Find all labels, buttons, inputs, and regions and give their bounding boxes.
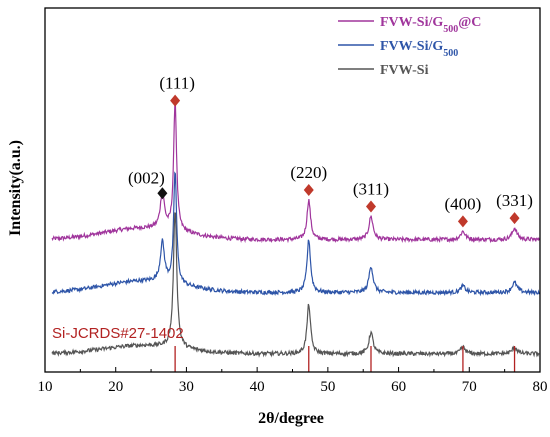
x-tick-label-7: 80 bbox=[533, 379, 548, 395]
peak-label-3: (311) bbox=[353, 180, 389, 199]
x-tick-label-6: 70 bbox=[462, 379, 477, 395]
peak-marker-0 bbox=[157, 187, 168, 200]
x-tick-label-4: 50 bbox=[320, 379, 335, 395]
peak-marker-5 bbox=[509, 212, 520, 225]
x-tick-label-2: 30 bbox=[179, 379, 194, 395]
x-tick-label-5: 60 bbox=[391, 379, 406, 395]
peak-label-5: (331) bbox=[496, 191, 533, 210]
reference-label: Si-JCRDS#27-1402 bbox=[52, 325, 184, 342]
legend-entry-2: FVW-Si bbox=[380, 63, 429, 78]
plot-frame bbox=[44, 7, 541, 373]
peak-marker-4 bbox=[457, 215, 468, 228]
series-line-0 bbox=[51, 104, 540, 244]
series-line-1 bbox=[51, 171, 540, 297]
label-layer: Si-JCRDS#27-1402 (002) (111) (220) (311) (400… bbox=[52, 74, 533, 342]
x-axis-title: 2θ/degree bbox=[258, 410, 324, 427]
legend-entry-0: FVW-Si/G500@C bbox=[380, 15, 481, 35]
peak-marker-3 bbox=[365, 200, 376, 213]
x-tick-label-3: 40 bbox=[250, 379, 265, 395]
legend: FVW-Si/G500@C FVW-Si/G500 FVW-Si bbox=[338, 15, 481, 78]
plot-layer bbox=[51, 104, 540, 372]
series-line-2 bbox=[51, 212, 540, 358]
peak-label-0: (002) bbox=[128, 168, 165, 187]
y-axis-title: Intensity(a.u.) bbox=[7, 140, 24, 236]
x-tick-label-0: 10 bbox=[38, 379, 53, 395]
peak-marker-2 bbox=[303, 184, 314, 196]
legend-entry-1: FVW-Si/G500 bbox=[380, 39, 458, 59]
peak-label-2: (220) bbox=[290, 163, 327, 182]
peak-marker-1 bbox=[170, 94, 181, 107]
peak-label-1: (111) bbox=[159, 74, 195, 93]
axis-layer: 10 20 30 40 50 60 70 80 bbox=[38, 7, 548, 395]
peak-label-4: (400) bbox=[445, 194, 482, 213]
x-tick-label-1: 20 bbox=[108, 379, 123, 395]
